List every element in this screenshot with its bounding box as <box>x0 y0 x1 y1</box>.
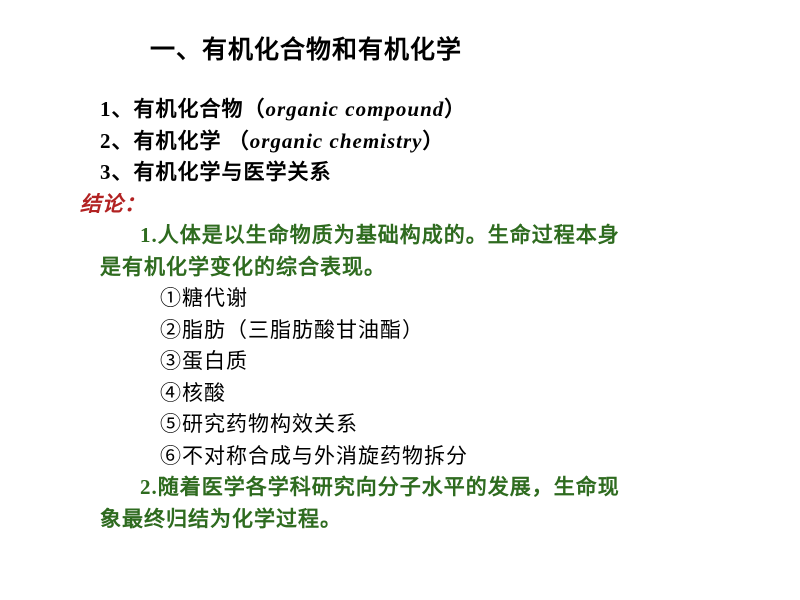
conclusion-1-line-b: 是有机化学变化的综合表现。 <box>100 252 740 284</box>
list-item-5: ⑤研究药物构效关系 <box>160 409 740 441</box>
conclusion-label: 结论： <box>80 189 740 221</box>
list-item-3: ③蛋白质 <box>160 346 740 378</box>
conclusion-1-line-a: 1.人体是以生命物质为基础构成的。生命过程本身 <box>140 220 740 252</box>
slide-title: 一、有机化合物和有机化学 <box>150 30 740 66</box>
item-3: 3、有机化学与医学关系 <box>100 157 740 189</box>
slide-container: 一、有机化合物和有机化学 1、有机化合物（organic compound） 2… <box>0 0 800 565</box>
item-1-pre: 1、有机化合物（ <box>100 97 266 121</box>
item-1: 1、有机化合物（organic compound） <box>100 94 740 126</box>
list-item-4: ④核酸 <box>160 378 740 410</box>
item-1-en: organic compound <box>266 97 445 121</box>
list-item-2: ②脂肪（三脂肪酸甘油酯） <box>160 315 740 347</box>
item-2: 2、有机化学 （organic chemistry） <box>100 126 740 158</box>
item-1-post: ） <box>444 97 466 121</box>
item-2-en: organic chemistry <box>250 129 423 153</box>
conclusion-2-line-a: 2.随着医学各学科研究向分子水平的发展，生命现 <box>140 472 740 504</box>
conclusion-2-line-b: 象最终归结为化学过程。 <box>100 504 740 536</box>
item-2-pre: 2、有机化学 （ <box>100 129 250 153</box>
list-item-1: ①糖代谢 <box>160 283 740 315</box>
list-item-6: ⑥不对称合成与外消旋药物拆分 <box>160 441 740 473</box>
item-2-post: ） <box>423 129 445 153</box>
